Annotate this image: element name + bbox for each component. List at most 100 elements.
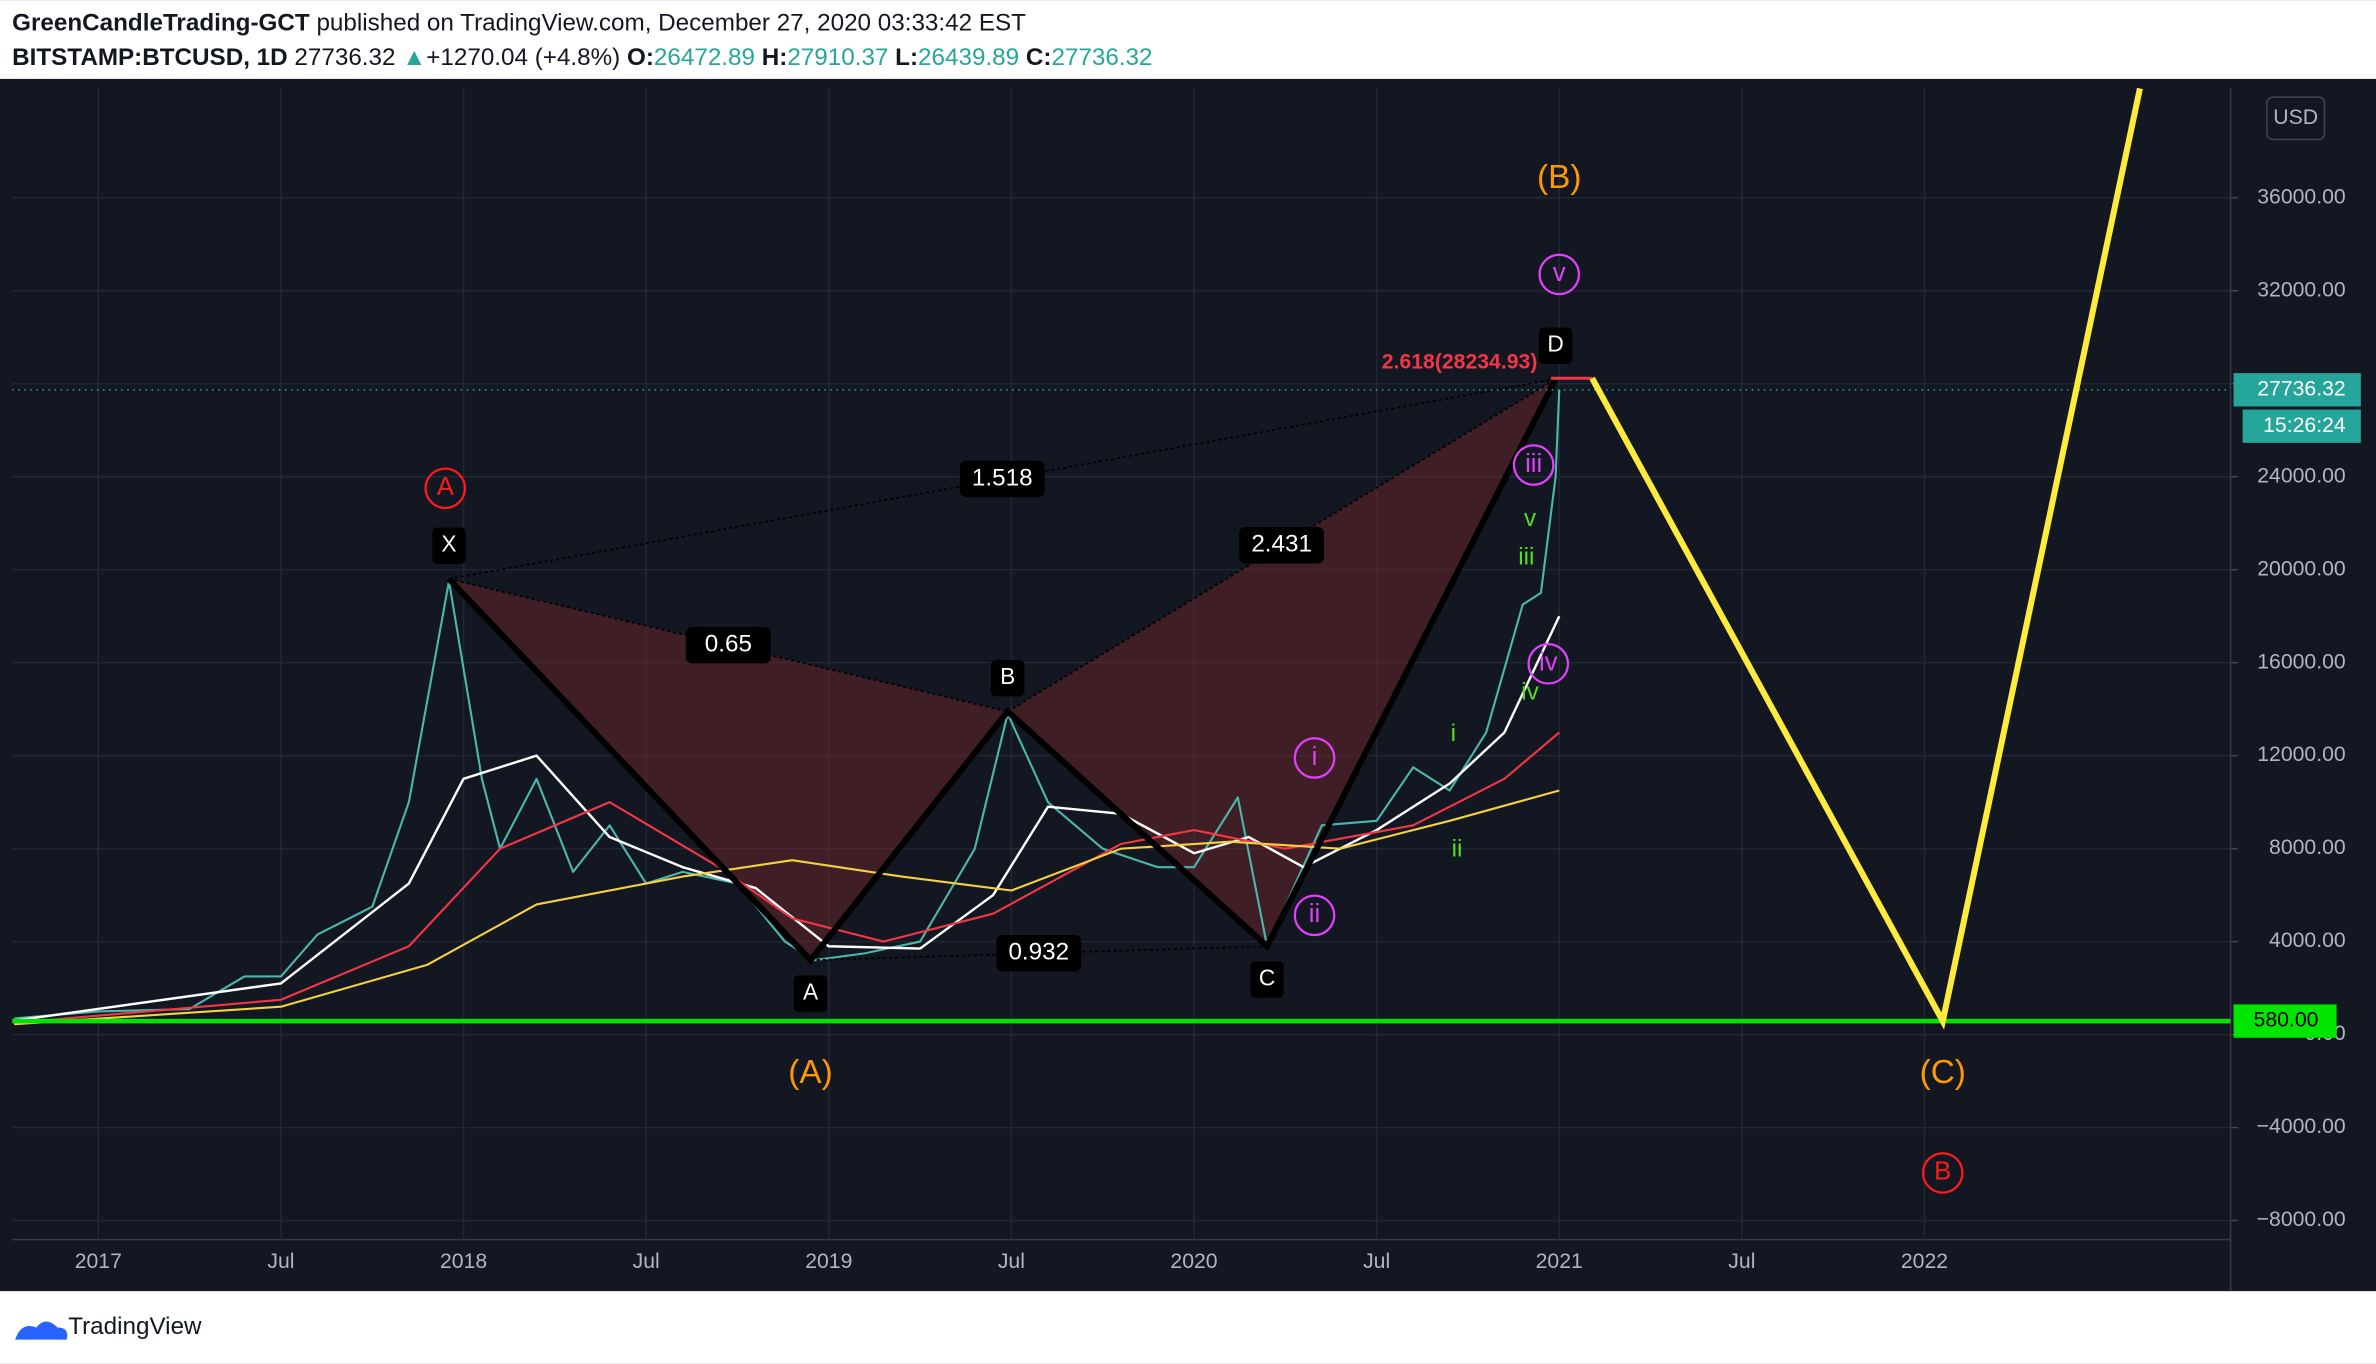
wave-label: (B) [1537,159,1581,196]
point-box [432,527,466,564]
wave-label: i [1312,743,1318,771]
currency-button[interactable] [2266,96,2326,141]
axes: 2017 Jul 2018 Jul 2019 Jul 2020 Jul 2021 Jul 2022 −… [75,185,2361,1273]
x-tick-label: 2018 [440,1250,487,1273]
price-line [14,389,1561,1020]
point-label: A [803,979,819,1005]
pattern-fill [1007,379,1556,947]
y-tick-label: 36000.00 [2257,185,2345,208]
y-tick-label: 20000.00 [2257,557,2345,580]
wave-circle [1538,253,1581,296]
point-box [1250,961,1284,998]
published: published on TradingView.com, December 2… [316,10,1026,37]
wave-circle [1512,444,1555,486]
ratio-label: 1.518 [972,464,1033,491]
logo [15,1321,68,1340]
wave-label: ii [1309,900,1320,928]
wave-label: i [1451,720,1456,747]
wave-label: v [1553,259,1566,287]
footer-bg [0,1291,2376,1364]
x-tick-label: 2022 [1901,1250,1948,1273]
plot-area: 0.65 1.518 2.431 0.932 X A B C D 2.618(28234.93) (… [12,88,2231,1240]
x-tick-label: Jul [1728,1250,1755,1273]
ratio-label: 2.431 [1251,531,1312,558]
point-label: X [441,531,456,557]
ohlc-key: H: [762,45,788,72]
x-tick-label: Jul [267,1250,294,1273]
pattern-legs [446,377,1559,965]
ratio-box [996,935,1082,972]
wave-label: v [1524,505,1537,532]
wave-label: ii [1452,836,1463,863]
y-tick-label: 8000.00 [2269,836,2346,859]
point-box [793,975,828,1012]
x-tick-label: Jul [998,1250,1025,1273]
wave-circle [1293,737,1336,779]
ohlc-value: 26472.89 [654,45,755,72]
wave-label: A [437,473,455,501]
ratio-line [1007,378,1557,713]
wave-label: iv [1539,649,1558,677]
support-label: 580.00 [2254,1009,2319,1032]
footer-brand: TradingView [68,1313,202,1340]
y-tick-label: 12000.00 [2257,743,2345,766]
author-line: GreenCandleTrading-GCT published on Trad… [12,10,1026,37]
y-tick-label: 32000.00 [2257,278,2345,301]
wave-label: (C) [1920,1054,1966,1091]
header-bg [0,0,2376,79]
arrow: ▲ [402,45,426,72]
wave-circle [1293,894,1336,937]
point-box [991,659,1025,697]
countdown-label: 15:26:24 [2263,414,2346,437]
change: +1270.04 (+4.8%) [426,45,620,72]
x-tick-label: 2021 [1536,1250,1583,1273]
author: GreenCandleTrading-GCT [12,10,310,37]
ratio-box [959,460,1045,498]
y-tick-label: 16000.00 [2257,650,2345,673]
point-label: D [1547,331,1563,357]
support-box [2233,1004,2337,1038]
pattern-fill [448,578,1008,961]
currency[interactable]: USD [2273,106,2318,129]
x-tick-label: Jul [633,1250,660,1273]
x-tick-label: 2017 [75,1250,122,1273]
wave-circle [424,467,467,510]
last: 27736.32 [294,45,395,72]
point-box [1538,327,1573,364]
wave-label: iii [1518,543,1534,570]
wave-label: iii [1525,450,1542,478]
y-tick-label: 24000.00 [2257,464,2345,487]
point-label: B [1000,663,1015,689]
ratio-label: 0.932 [1008,939,1069,966]
point-label: C [1259,965,1275,991]
y-tick-label: 4000.00 [2269,929,2346,952]
ratio-label: 0.65 [705,631,752,658]
wave-label: B [1934,1158,1951,1186]
x-tick-label: 2019 [805,1250,852,1273]
ohlc-key: O: [627,45,654,72]
ohlc-value: 27910.37 [787,45,888,72]
y-tick-label: −8000.00 [2257,1208,2346,1231]
y-tick-label: −4000.00 [2257,1115,2346,1138]
last-price-label: 27736.32 [2257,377,2345,400]
wave-label: (A) [788,1054,832,1091]
ratio-box [1239,527,1325,564]
price-line [14,789,1560,1026]
ohlc-key: L: [895,45,918,72]
last-price-box [2233,373,2361,407]
wave-label: iv [1521,678,1539,705]
wave-circle [1527,642,1570,685]
symbol: BITSTAMP:BTCUSD, 1D [12,45,288,72]
countdown-box [2242,409,2361,443]
ohlc-value: 27736.32 [1051,45,1152,72]
x-tick-label: Jul [1363,1250,1390,1273]
ohlc-key: C: [1026,45,1052,72]
projection-line [1589,88,2143,1030]
x-tick-label: 2020 [1170,1250,1217,1273]
quote-line: BITSTAMP:BTCUSD, 1D 27736.32 ▲+1270.04 (… [12,45,1152,72]
ohlc-value: 26439.89 [918,45,1019,72]
wave-circle [1921,1152,1964,1194]
